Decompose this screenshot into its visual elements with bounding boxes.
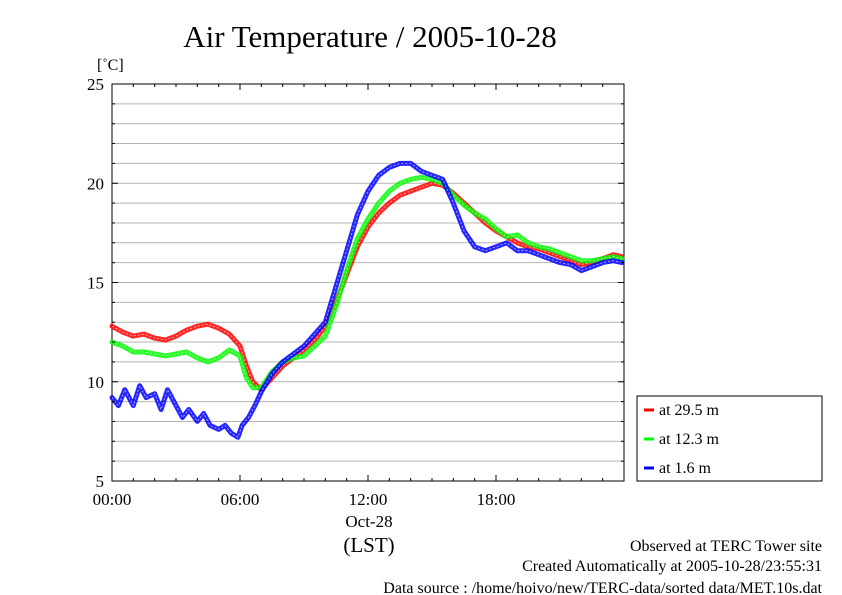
- x-tick-label: 06:00: [221, 490, 260, 509]
- series-line-3: [109, 160, 625, 440]
- x-tick-label: 18:00: [477, 490, 516, 509]
- chart-title: Air Temperature / 2005-10-28: [183, 19, 556, 54]
- footer-site: Observed at TERC Tower site: [630, 538, 822, 555]
- y-tick-label: 10: [87, 373, 104, 392]
- y-tick-label: 25: [87, 75, 104, 94]
- series-group: [109, 160, 625, 440]
- footer-created: Created Automatically at 2005-10-28/23:5…: [522, 558, 822, 575]
- y-unit-label: [˚C]: [97, 57, 124, 74]
- x-tick-label: 12:00: [349, 490, 388, 509]
- x-tick-label: 00:00: [93, 490, 132, 509]
- legend-box: [636, 395, 823, 482]
- y-tick-label: 5: [96, 472, 105, 491]
- y-tick-label: 20: [87, 174, 104, 193]
- legend: at 29.5 m at 12.3 m at 1.6 m: [636, 395, 823, 482]
- tick-group: 5 10 15 20 25 00:00 06:00 12:00 18:00: [87, 75, 625, 509]
- x-date-label: Oct-28: [345, 512, 392, 531]
- series-line-highlight: [111, 182, 622, 391]
- footer-source: Data source : /home/hoivo/new/TERC-data/…: [383, 580, 822, 595]
- x-unit-label: (LST): [343, 533, 394, 557]
- series-line-highlight: [111, 162, 622, 438]
- legend-label: at 1.6 m: [659, 460, 712, 477]
- series-line-highlight: [111, 176, 622, 389]
- y-tick-label: 15: [87, 274, 104, 293]
- legend-label: at 29.5 m: [659, 402, 720, 419]
- series-line-1: [109, 180, 625, 393]
- legend-label: at 12.3 m: [659, 431, 720, 448]
